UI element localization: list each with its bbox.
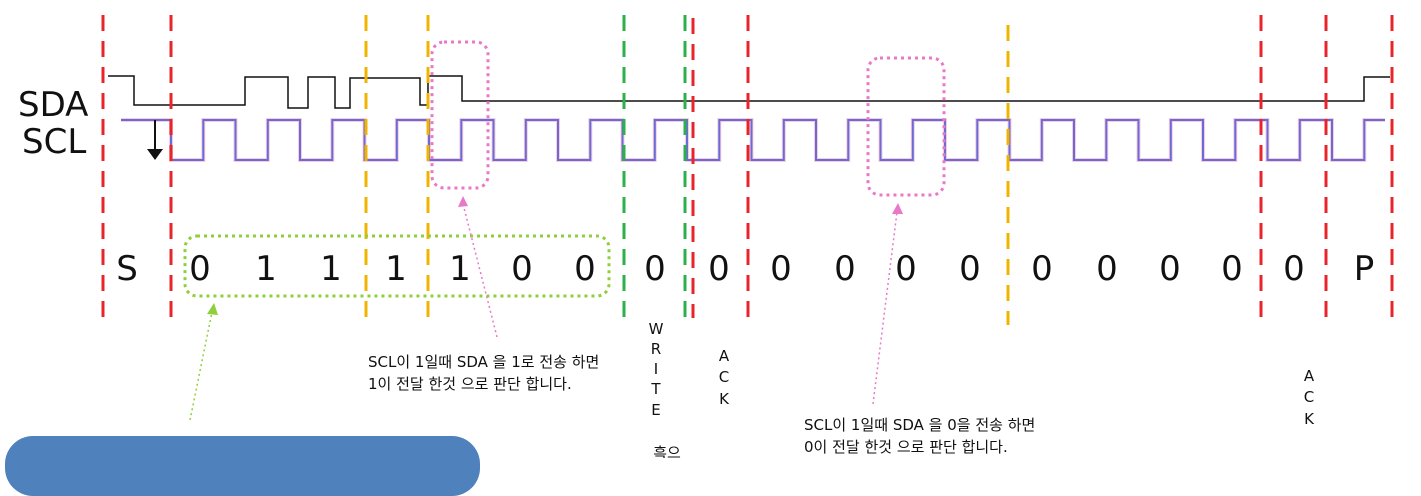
note-one-line1: SCL이 1일때 SDA 을 1로 전송 하면: [368, 353, 599, 371]
bit-labels: S 0 1 1 1 1 0 0 0 0 0 0 0 0 0 0 0 0 0 P: [116, 249, 1374, 289]
boundary-dividers: [101, 15, 1394, 318]
bit-label: 1: [385, 249, 407, 289]
bit-label: 0: [644, 249, 666, 289]
sda-label: SDA: [18, 85, 88, 125]
note-zero-line2: 0이 전달 한것 으로 판단 합니다.: [804, 438, 1008, 456]
pointer-one: [458, 196, 498, 338]
bit-label: S: [116, 249, 138, 289]
info-box: [5, 436, 480, 496]
ack-label-1: A C K: [719, 347, 730, 408]
svg-text:R: R: [651, 340, 661, 358]
svg-text:A: A: [719, 347, 730, 365]
i2c-timing-diagram: SDA SCL S 0 1 1 1 1 0 0 0: [18, 15, 1394, 458]
svg-text:C: C: [1304, 388, 1314, 406]
note-one-line2: 1이 전달 한것 으로 판단 합니다.: [368, 375, 572, 393]
highlight-scl-high-zero: [866, 56, 946, 197]
svg-text:I: I: [654, 360, 658, 378]
svg-text:K: K: [1304, 410, 1315, 428]
bit-label: 0: [511, 249, 533, 289]
bit-label: 0: [1031, 249, 1053, 289]
ack-label-2: A C K: [1304, 367, 1315, 428]
bit-label: 0: [834, 249, 856, 289]
bit-label: 0: [895, 249, 917, 289]
bit-label: 0: [708, 249, 730, 289]
bit-label: 0: [770, 249, 792, 289]
bit-label: 0: [1159, 249, 1181, 289]
bit-label: P: [1354, 249, 1375, 289]
bit-label: 0: [1283, 249, 1305, 289]
svg-text:K: K: [719, 390, 730, 408]
note-zero-line1: SCL이 1일때 SDA 을 0을 전송 하면: [804, 416, 1035, 434]
scl-waveform: [121, 119, 1385, 161]
scl-waveform-glow: [121, 118, 1385, 162]
highlight-scl-high-one: [430, 40, 490, 190]
bit-label: 1: [449, 249, 471, 289]
bit-label: 1: [255, 249, 277, 289]
svg-text:C: C: [719, 368, 729, 386]
bit-label: 0: [189, 249, 211, 289]
svg-text:W: W: [649, 320, 664, 338]
bit-label: 0: [1221, 249, 1243, 289]
byte-dividers: [364, 15, 1010, 325]
bit-label: 0: [574, 249, 596, 289]
svg-text:T: T: [650, 380, 661, 398]
svg-text:흑으: 흑으: [653, 444, 681, 458]
bit-label: 0: [1096, 249, 1118, 289]
bit-label: 1: [320, 249, 342, 289]
address-group-box: [183, 234, 611, 298]
svg-text:E: E: [651, 401, 660, 419]
write-label: W R I T E 흑으: [649, 320, 681, 458]
pointer-zero: [872, 203, 903, 405]
scl-label: SCL: [22, 122, 86, 162]
sda-waveform: [108, 75, 1390, 109]
pointer-address: [189, 303, 218, 421]
svg-text:A: A: [1304, 367, 1315, 385]
bit-label: 0: [959, 249, 981, 289]
start-arrow-head: [147, 149, 163, 160]
